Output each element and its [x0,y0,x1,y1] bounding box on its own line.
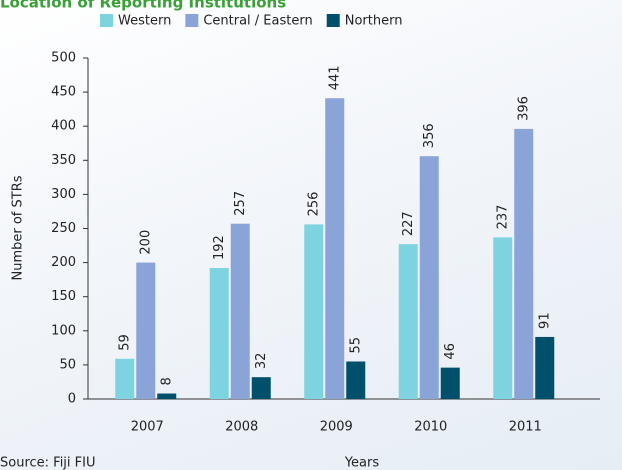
bar [493,237,513,399]
data-label: 396 [516,96,531,121]
bar [304,224,324,399]
data-label: 256 [306,192,321,217]
data-label: 32 [254,353,269,370]
bar [398,244,418,399]
data-label: 356 [422,123,437,148]
x-tick-label: 2011 [509,420,542,435]
source: Source: Fiji FIU [0,456,96,470]
y-tick-label: 450 [51,85,76,100]
bar [230,223,250,399]
bar [440,367,460,399]
y-tick-label: 50 [59,357,76,372]
data-label: 192 [212,235,227,260]
bar [209,268,229,399]
legend-label: Central / Eastern [203,14,312,29]
legend-swatch [185,14,199,27]
x-tick-label: 2009 [320,420,353,435]
bar [157,393,177,399]
data-label: 227 [401,211,416,236]
legend-swatch [326,14,340,27]
x-tick-label: 2010 [414,420,447,435]
x-axis-label: Years [344,456,380,470]
data-label: 441 [327,65,342,90]
bar [419,156,439,399]
data-label: 257 [233,191,248,216]
y-tick-label: 400 [51,119,76,134]
bar [535,336,555,399]
data-label: 237 [495,205,510,230]
data-label: 59 [117,334,132,351]
legend-label: Western [118,14,171,29]
bar [115,358,135,399]
y-tick-label: 0 [68,392,76,407]
y-tick-label: 300 [51,187,76,202]
legend-swatch [100,14,113,27]
y-tick-label: 350 [51,153,76,168]
data-label: 200 [138,230,153,255]
y-tick-label: 100 [51,323,76,338]
data-label: 91 [537,312,552,329]
y-tick-label: 200 [51,255,76,270]
data-label: 55 [348,337,363,354]
bar [346,361,366,399]
data-label: 46 [443,343,458,360]
y-tick-label: 150 [51,289,76,304]
chart-title: Location of Reporting Institutions [0,0,286,12]
y-tick-label: 500 [51,51,76,66]
y-tick-label: 250 [51,221,76,236]
y-axis-label: Number of STRs [11,175,26,280]
legend-label: Northern [345,14,403,29]
bar [251,377,271,399]
bar [514,128,534,400]
x-tick-label: 2007 [131,420,164,435]
x-tick-label: 2008 [225,420,258,435]
bar [136,262,156,399]
bar [325,98,345,399]
data-label: 8 [159,377,174,385]
